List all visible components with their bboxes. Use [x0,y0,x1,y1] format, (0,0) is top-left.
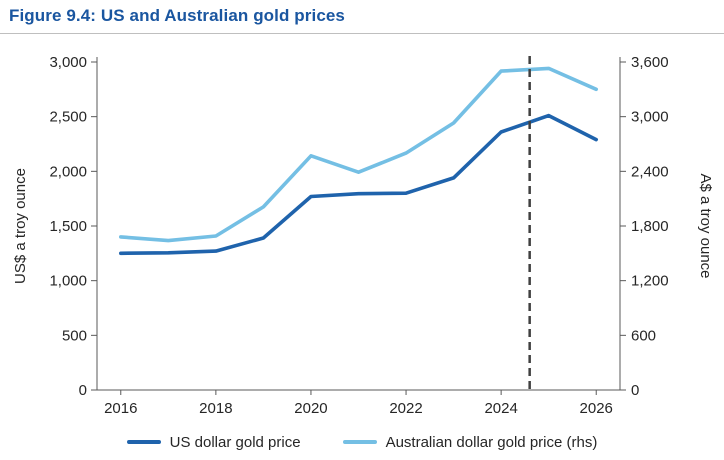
legend-item-australian-dollar: Australian dollar gold price (rhs) [342,433,598,451]
right-axis-tick-label: 1,200 [631,273,669,290]
us-series-line-swatch [126,440,161,444]
left-axis-tick-label: 3,000 [49,54,87,71]
left-axis-tick-label: 2,000 [49,163,87,180]
x-axis-tick-label: 2022 [389,400,422,417]
left-axis-tick-label: 1,500 [49,218,87,235]
x-axis-tick-label: 2020 [294,400,327,417]
left-axis-title: US$ a troy ounce [12,168,29,284]
us-gold-price-line [119,113,599,256]
aus-gold-price-line [119,66,599,243]
chart-legend: US dollar gold price Australian dollar g… [0,430,724,454]
x-axis-tick-label: 2018 [199,400,232,417]
us-series-label: US dollar gold price [169,433,301,451]
x-axis-tick-label: 2016 [104,400,137,417]
title-divider [0,33,724,34]
left-axis-tick-label: 0 [79,382,87,399]
aus-series-line-swatch [342,440,377,444]
right-axis-tick-label: 600 [631,327,656,344]
left-axis-tick-label: 1,000 [49,273,87,290]
right-axis-tick-label: 3,000 [631,109,669,126]
left-axis-tick-label: 500 [62,327,87,344]
right-axis-tick-label: 2,400 [631,163,669,180]
right-axis-title: A$ a troy ounce [697,173,714,278]
right-axis-tick-label: 0 [631,382,639,399]
x-axis-tick-label: 2024 [484,400,517,417]
aus-series-label: Australian dollar gold price (rhs) [385,433,598,451]
figure-title: Figure 9.4: US and Australian gold price… [9,6,345,25]
left-axis-tick-label: 2,500 [49,109,87,126]
x-axis-tick-label: 2026 [580,400,613,417]
right-axis-tick-label: 3,600 [631,54,669,71]
right-axis-tick-label: 1,800 [631,218,669,235]
legend-item-us-dollar: US dollar gold price [126,433,301,451]
